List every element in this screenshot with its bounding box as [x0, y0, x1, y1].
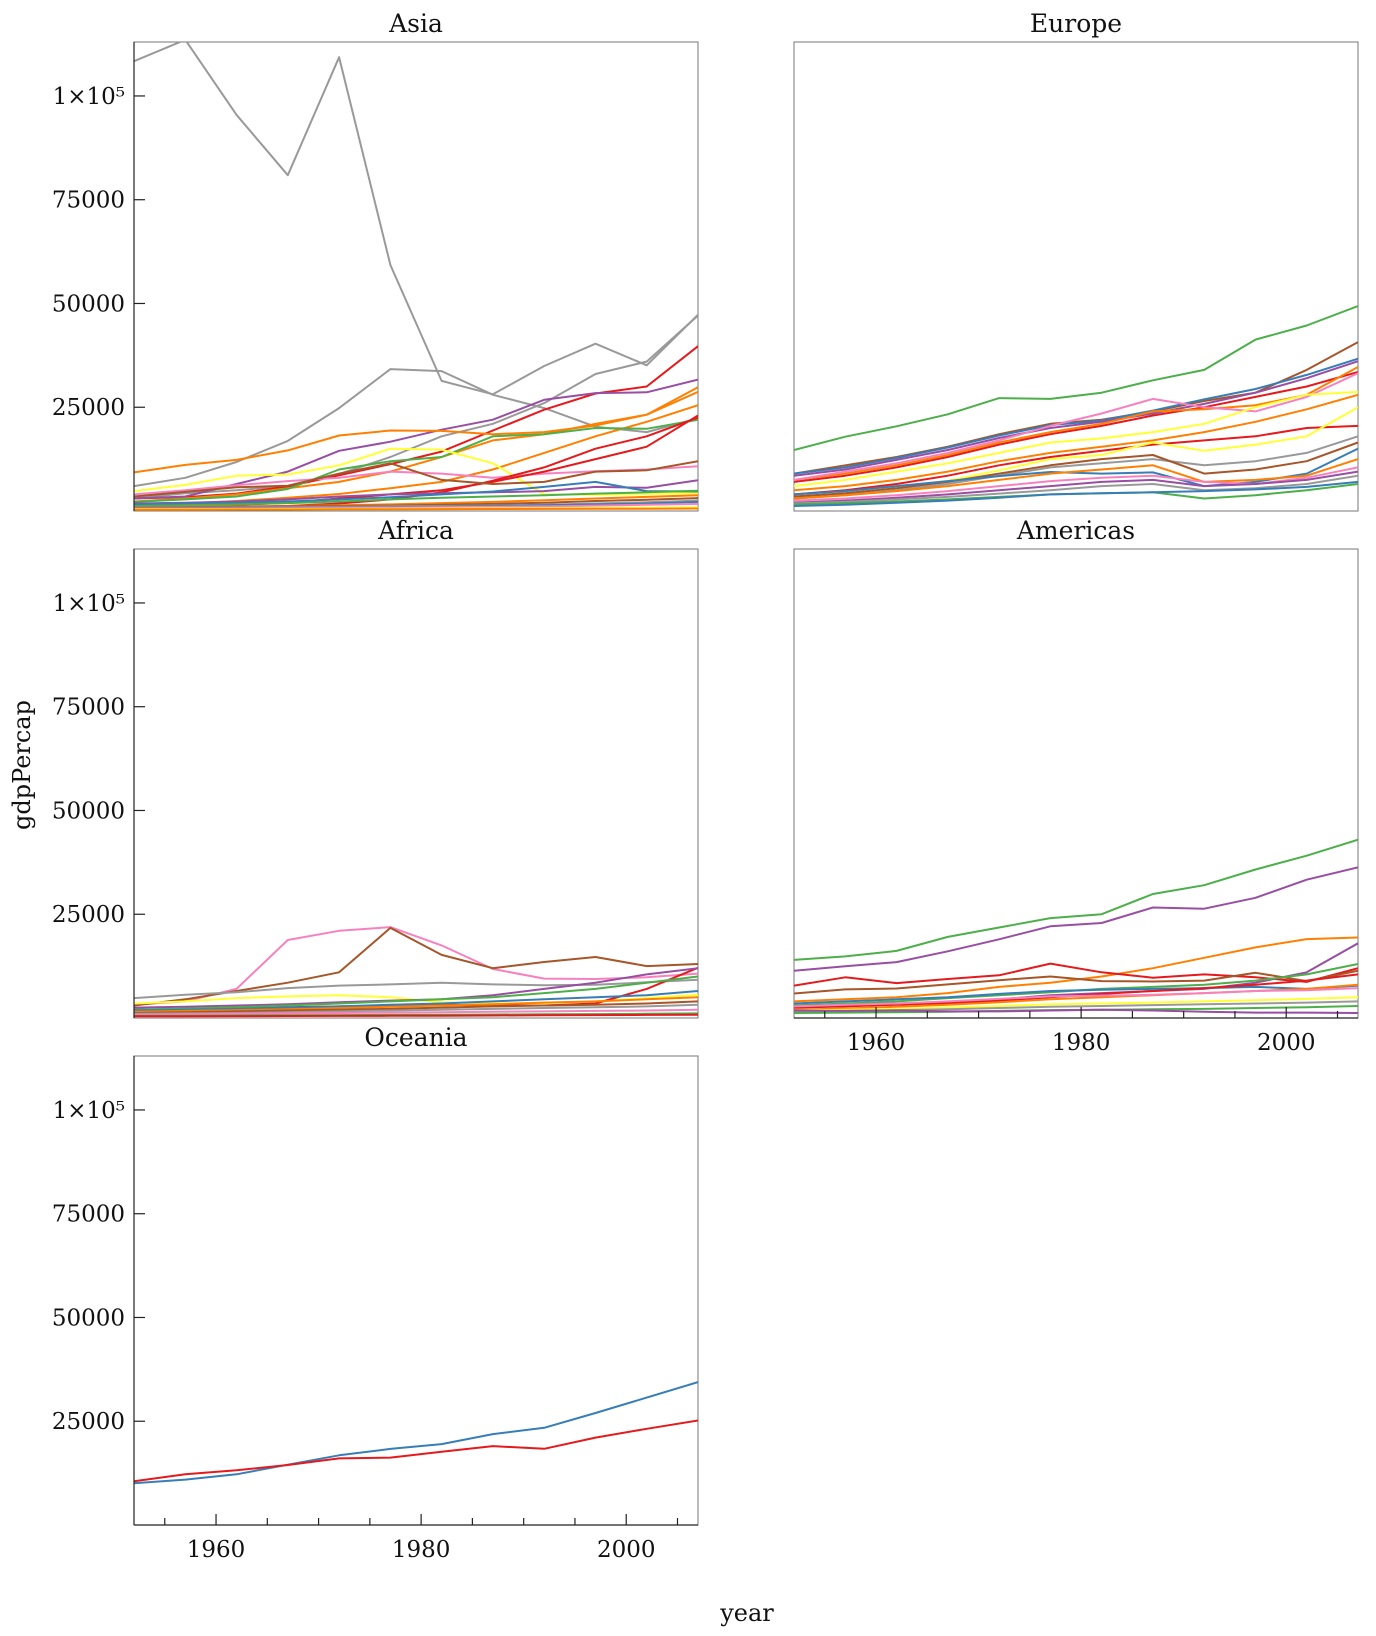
panel-europe: Europe	[793, 9, 1359, 512]
series-line-americas-5	[794, 969, 1358, 995]
series-line-africa-0	[134, 926, 698, 1006]
series-line-asia-16	[134, 489, 698, 507]
series-line-africa-5	[134, 967, 698, 1009]
series-line-europe-17	[794, 474, 1358, 505]
series-line-europe-9	[794, 424, 1358, 496]
series-line-africa-9	[134, 1000, 698, 1014]
x-tick-label-americas: 1960	[847, 1030, 906, 1056]
panel-title-americas: Americas	[1016, 516, 1135, 545]
series-line-africa-7	[134, 990, 698, 1012]
series-line-americas-2	[794, 936, 1358, 1003]
series-line-europe-4	[794, 371, 1358, 483]
series-group-asia	[134, 42, 698, 511]
panel-title-europe: Europe	[1030, 9, 1122, 38]
plot-frame-africa	[133, 548, 699, 1019]
series-group-africa	[134, 926, 698, 1018]
y-tick-label-africa: 50000	[52, 798, 125, 824]
y-tick-label-oceania: 50000	[52, 1305, 125, 1331]
x-tick-label-americas: 2000	[1257, 1030, 1316, 1056]
plot-frame-asia	[133, 41, 699, 512]
series-line-europe-19	[794, 480, 1358, 507]
series-line-americas-7	[794, 984, 1358, 1005]
panel-asia: Asia 25000 50000 75000 1×10⁵	[52, 9, 699, 512]
series-line-asia-4	[134, 378, 698, 500]
series-line-europe-8	[794, 393, 1358, 492]
series-line-asia-0	[134, 42, 698, 396]
series-line-asia-5	[134, 386, 698, 474]
y-tick-label-oceania: 1×10⁵	[53, 1098, 125, 1124]
series-line-europe-2	[794, 357, 1358, 475]
series-line-africa-11	[134, 1008, 698, 1016]
chart-panels: Asia 25000 50000 75000 1×10⁵ Europe Africa 2500…	[52, 9, 1359, 1563]
series-line-africa-8	[134, 996, 698, 1013]
series-line-asia-8	[134, 418, 698, 503]
series-line-americas-11	[794, 996, 1358, 1012]
series-line-asia-6	[134, 390, 698, 503]
y-tick-label-africa: 75000	[52, 695, 125, 721]
series-line-oceania-0	[134, 1381, 698, 1485]
series-line-americas-3	[794, 962, 1358, 987]
y-tick-label-africa: 25000	[52, 902, 125, 928]
series-line-europe-14	[794, 458, 1358, 500]
series-line-asia-23	[134, 507, 698, 511]
x-tick-label-americas: 1980	[1052, 1030, 1111, 1056]
series-line-europe-16	[794, 470, 1358, 504]
series-group-oceania	[134, 1381, 698, 1485]
plot-frame-americas	[793, 548, 1359, 1019]
panel-title-oceania: Oceania	[364, 1023, 467, 1052]
panel-americas: Americas 1960 1980 2000	[793, 516, 1359, 1056]
y-tick-label-asia: 50000	[52, 291, 125, 317]
series-line-americas-0	[794, 838, 1358, 961]
y-axis-label: gdpPercap	[8, 700, 36, 830]
x-tick-label-oceania: 2000	[597, 1537, 656, 1563]
series-line-europe-3	[794, 360, 1358, 477]
panel-title-africa: Africa	[377, 516, 454, 545]
panel-title-asia: Asia	[388, 9, 443, 38]
x-tick-label-oceania: 1960	[187, 1537, 246, 1563]
series-line-americas-14	[794, 1008, 1358, 1014]
series-group-americas	[794, 838, 1358, 1014]
x-tick-label-oceania: 1980	[392, 1537, 451, 1563]
y-tick-label-asia: 25000	[52, 395, 125, 421]
series-group-europe	[794, 305, 1358, 507]
panel-africa: Africa 25000 50000 75000 1×10⁵	[52, 516, 699, 1019]
plot-frame-europe	[793, 41, 1359, 512]
series-line-asia-9	[134, 447, 698, 496]
panel-oceania: Oceania 25000 50000 75000 1×10⁵ 1960 1980 2000	[52, 1023, 699, 1563]
series-line-europe-0	[794, 305, 1358, 451]
series-line-oceania-1	[134, 1419, 698, 1483]
series-line-europe-5	[794, 366, 1358, 481]
y-tick-label-asia: 1×10⁵	[53, 84, 125, 110]
series-line-europe-1	[794, 341, 1358, 475]
y-tick-label-oceania: 75000	[52, 1202, 125, 1228]
y-tick-label-africa: 1×10⁵	[53, 591, 125, 617]
series-line-asia-15	[134, 480, 698, 506]
series-line-americas-10	[794, 987, 1358, 1008]
series-line-europe-6	[794, 372, 1358, 481]
series-line-asia-2	[134, 314, 698, 500]
series-line-asia-13	[134, 460, 698, 498]
x-axis-label: year	[719, 1599, 774, 1627]
series-line-europe-13	[794, 447, 1358, 496]
series-line-americas-1	[794, 866, 1358, 972]
series-line-africa-13	[134, 1013, 698, 1018]
series-line-europe-12	[794, 441, 1358, 498]
series-line-africa-2	[134, 978, 698, 1000]
series-line-asia-14	[134, 479, 698, 505]
y-tick-label-oceania: 25000	[52, 1409, 125, 1435]
y-tick-label-asia: 75000	[52, 188, 125, 214]
series-line-africa-6	[134, 975, 698, 1011]
series-line-europe-7	[794, 390, 1358, 488]
